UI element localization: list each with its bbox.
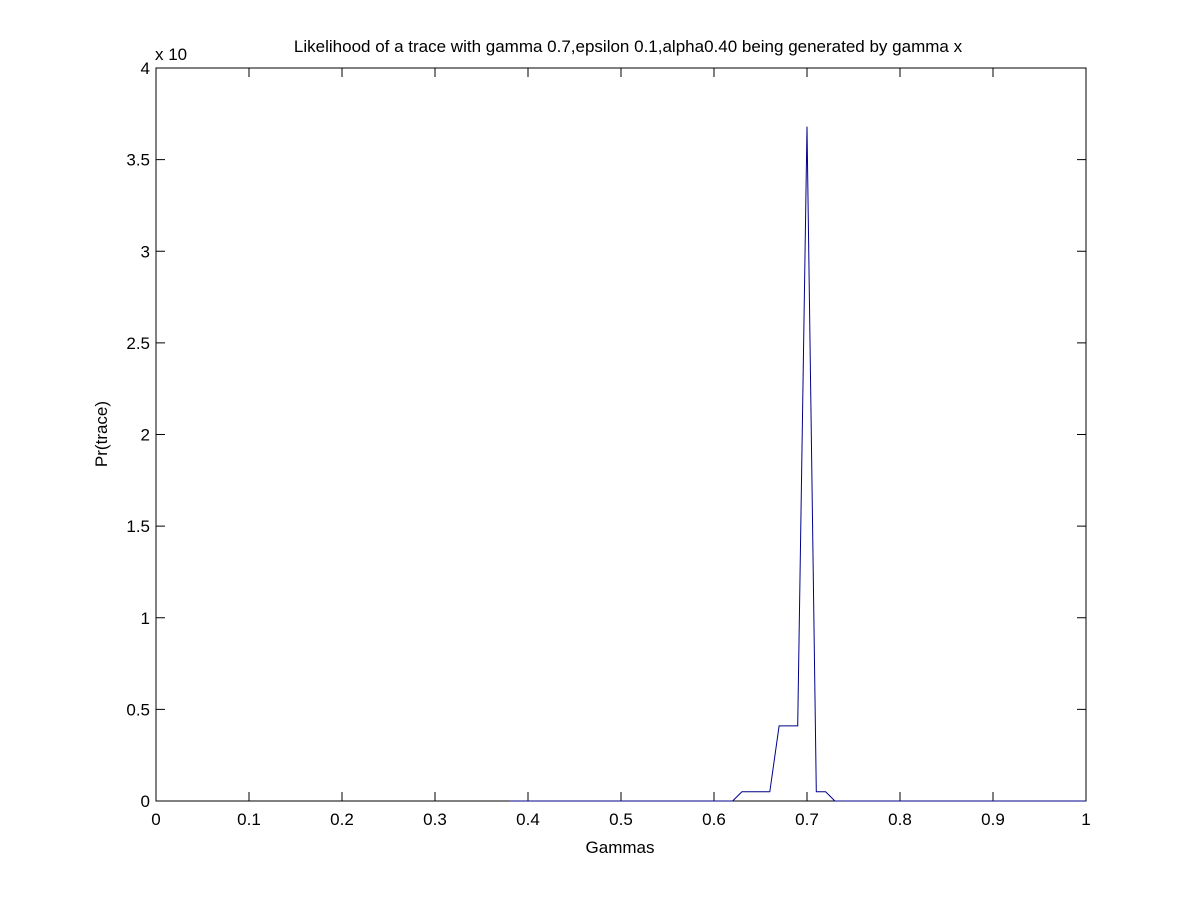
chart-title: Likelihood of a trace with gamma 0.7,eps… bbox=[294, 37, 963, 56]
y-tick-label: 4 bbox=[141, 59, 150, 78]
y-axis-exponent-label: x 10 bbox=[155, 45, 187, 64]
x-axis-ticks: 0 0.1 0.2 0.3 0.4 0.5 0.6 0.7 0.8 0.9 1 bbox=[151, 68, 1091, 829]
y-tick-label: 2 bbox=[141, 426, 150, 445]
x-tick-label: 0.2 bbox=[330, 810, 354, 829]
y-tick-label: 0 bbox=[141, 792, 150, 811]
x-tick-label: 0.6 bbox=[702, 810, 726, 829]
y-tick-label: 0.5 bbox=[126, 700, 150, 719]
x-tick-label: 0.9 bbox=[981, 810, 1005, 829]
x-tick-label: 0.1 bbox=[237, 810, 261, 829]
series-layer bbox=[509, 126, 1086, 802]
x-tick-label: 0.3 bbox=[423, 810, 447, 829]
y-tick-label: 3 bbox=[141, 242, 150, 261]
x-tick-label: 1 bbox=[1081, 810, 1090, 829]
y-tick-label: 2.5 bbox=[126, 334, 150, 353]
plot-area bbox=[155, 67, 1087, 802]
series-line bbox=[509, 126, 1086, 802]
y-axis-label: Pr(trace) bbox=[92, 401, 111, 467]
y-tick-label: 1.5 bbox=[126, 517, 150, 536]
y-axis-ticks: 0 0.5 1 1.5 2 2.5 3 3.5 4 bbox=[126, 59, 1086, 811]
y-tick-label: 1 bbox=[141, 609, 150, 628]
y-tick-label: 3.5 bbox=[126, 151, 150, 170]
x-axis-label: Gammas bbox=[586, 838, 655, 857]
x-tick-label: 0.8 bbox=[888, 810, 912, 829]
x-tick-label: 0.7 bbox=[795, 810, 819, 829]
x-tick-label: 0.5 bbox=[609, 810, 633, 829]
x-tick-label: 0.4 bbox=[516, 810, 540, 829]
x-tick-label: 0 bbox=[151, 810, 160, 829]
